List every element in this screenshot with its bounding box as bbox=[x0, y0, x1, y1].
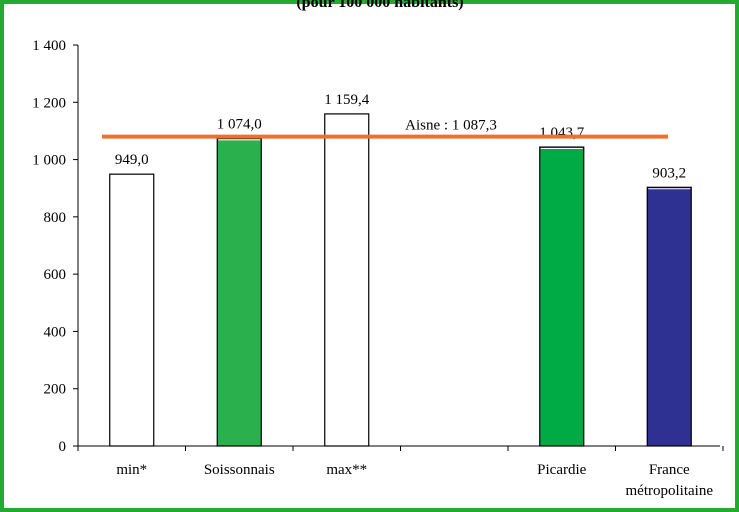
y-axis: 0 200 400 600 800 1 000 1 200 1 400 bbox=[32, 38, 79, 455]
y-tick-label: 1 000 bbox=[32, 153, 66, 169]
bar bbox=[324, 113, 370, 447]
y-tick-label: 1 400 bbox=[32, 38, 66, 54]
data-label: 949,0 bbox=[115, 152, 149, 168]
reference-line-label: Aisne : 1 087,3 bbox=[405, 118, 497, 134]
data-label: 1 074,0 bbox=[217, 116, 262, 132]
bar bbox=[109, 173, 155, 447]
y-tick-label: 200 bbox=[44, 382, 67, 398]
x-tick-label: Picardie bbox=[537, 462, 586, 478]
bars: 949,0 1 074,0 1 159,4 1 043,7 903,2 bbox=[109, 92, 692, 447]
y-tick-label: 0 bbox=[59, 439, 67, 455]
data-label: 1 159,4 bbox=[324, 92, 370, 108]
reference-line-group: Aisne : 1 087,3 bbox=[102, 118, 668, 139]
data-label: 903,2 bbox=[652, 165, 686, 181]
bar bbox=[646, 186, 692, 447]
chart-title: (pour 100 000 habitants) bbox=[296, 0, 463, 11]
y-tick-label: 1 200 bbox=[32, 95, 66, 111]
y-tick-label: 400 bbox=[44, 324, 67, 340]
y-tick-label: 800 bbox=[44, 210, 67, 226]
x-tick-label: France bbox=[649, 462, 690, 478]
x-tick-label: max** bbox=[326, 462, 367, 478]
x-axis: min* Soissonnais max** Picardie France métrop… bbox=[77, 445, 724, 499]
x-tick-label: métropolitaine bbox=[626, 483, 714, 499]
x-tick-label: Soissonnais bbox=[204, 462, 275, 478]
bar bbox=[539, 146, 585, 447]
bar bbox=[216, 137, 262, 447]
data-label: 1 043,7 bbox=[539, 125, 585, 141]
x-tick-label: min* bbox=[116, 462, 147, 478]
y-tick-label: 600 bbox=[44, 267, 67, 283]
